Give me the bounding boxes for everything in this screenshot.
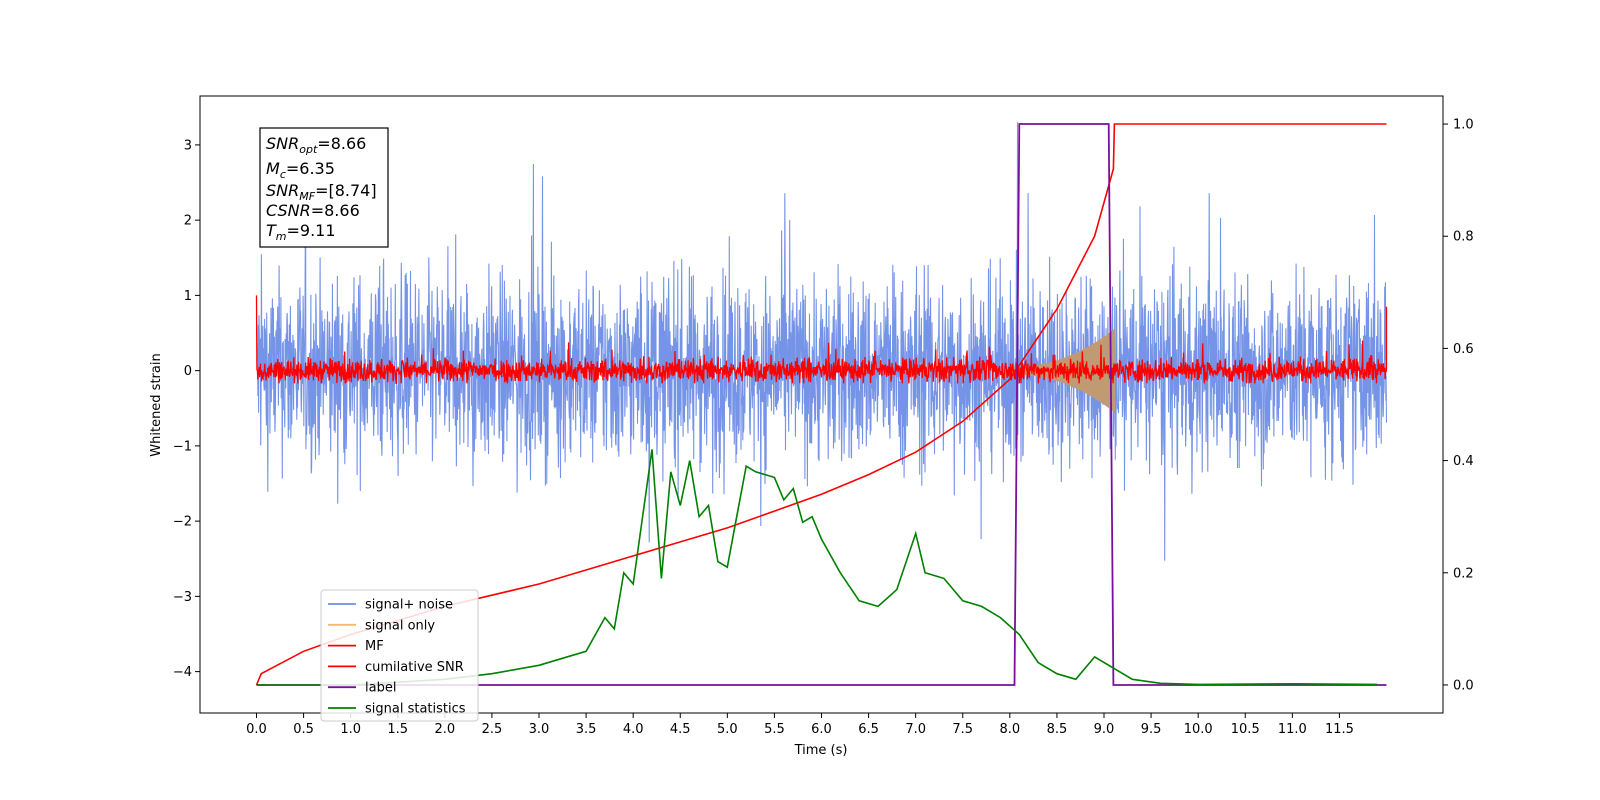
y-tick-label: 3 — [184, 138, 192, 153]
x-tick-label: 5.5 — [764, 722, 785, 737]
x-tick-label: 4.5 — [670, 722, 691, 737]
x-tick-label: 2.0 — [434, 722, 455, 737]
legend-label: cumilative SNR — [365, 660, 464, 675]
x-tick-label: 7.0 — [905, 722, 926, 737]
x-tick-label: 10.0 — [1184, 722, 1213, 737]
annotation-tm: Tm=9.11 — [266, 221, 336, 243]
annotation-snr-opt: SNRopt=8.66 — [266, 134, 366, 156]
legend-label: signal+ noise — [365, 598, 453, 613]
y-tick-label: −2 — [173, 515, 192, 530]
x-tick-label: 1.0 — [340, 722, 361, 737]
y-tick-label: −1 — [173, 439, 192, 454]
legend-label: signal only — [365, 618, 435, 633]
axis-ticks: 0.0 0.5 1.0 1.5 2.0 2.5 3.0 3.5 4.0 4.5 5.0 5.5 6.0 6… — [173, 118, 1474, 737]
legend-frame — [320, 589, 479, 722]
annotation-tm-value: =9.11 — [287, 221, 336, 240]
x-tick-label: 11.0 — [1278, 722, 1307, 737]
y2-tick-label: 0.6 — [1453, 342, 1474, 357]
x-tick-label: 1.5 — [387, 722, 408, 737]
x-tick-label: 3.5 — [576, 722, 597, 737]
legend-label: MF — [365, 639, 384, 654]
x-tick-label: 4.0 — [623, 722, 644, 737]
x-tick-label: 0.0 — [246, 722, 267, 737]
y2-tick-label: 0.0 — [1453, 678, 1474, 693]
annotation-mc-value: =6.35 — [286, 159, 335, 178]
y-axis-label: Whitened strain — [149, 353, 164, 456]
y-tick-label: 2 — [184, 214, 192, 229]
x-tick-label: 8.5 — [1047, 722, 1068, 737]
y-tick-label: −3 — [173, 590, 192, 605]
annotation-csnr-value: =8.66 — [311, 201, 360, 220]
legend-label: label — [365, 681, 396, 696]
y2-tick-label: 0.4 — [1453, 454, 1474, 469]
y2-tick-label: 1.0 — [1453, 118, 1474, 133]
legend-items: signal+ noise signal only MF cumilative SNR… — [328, 598, 466, 717]
x-tick-label: 10.5 — [1231, 722, 1260, 737]
annotation-box: SNRopt=8.66 Mc=6.35 SNRMF=[8.74] CSNR=8.… — [259, 127, 389, 248]
x-tick-label: 2.5 — [482, 722, 503, 737]
x-tick-label: 6.5 — [858, 722, 879, 737]
series-signal-statistics — [256, 449, 1378, 686]
y2-tick-label: 0.8 — [1453, 230, 1474, 245]
y2-tick-label: 0.2 — [1453, 566, 1474, 581]
y-tick-label: 1 — [184, 289, 192, 304]
x-tick-label: 5.0 — [717, 722, 738, 737]
series-mf — [255, 295, 1388, 385]
x-tick-label: 9.0 — [1094, 722, 1115, 737]
annotation-snr-mf: SNRMF=[8.74] — [266, 181, 377, 203]
legend: signal+ noise signal only MF cumilative SNR… — [320, 589, 479, 722]
x-tick-label: 9.5 — [1141, 722, 1162, 737]
x-tick-label: 6.0 — [811, 722, 832, 737]
annotation-snr-opt-value: =8.66 — [317, 134, 366, 153]
x-tick-label: 0.5 — [293, 722, 314, 737]
annotation-csnr: CSNR=8.66 — [266, 201, 360, 220]
y-tick-label: 0 — [184, 364, 192, 379]
annotation-mc: Mc=6.35 — [266, 159, 335, 181]
x-tick-label: 7.5 — [952, 722, 973, 737]
legend-label: signal statistics — [365, 702, 466, 717]
annotation-frame — [259, 127, 389, 248]
y-tick-label: −4 — [173, 665, 192, 680]
annotation-snr-mf-value: =[8.74] — [315, 181, 377, 200]
x-tick-label: 3.0 — [529, 722, 550, 737]
x-tick-label: 8.0 — [999, 722, 1020, 737]
series-label — [256, 123, 1387, 686]
x-axis-label: Time (s) — [794, 743, 848, 758]
x-tick-label: 11.5 — [1325, 722, 1354, 737]
